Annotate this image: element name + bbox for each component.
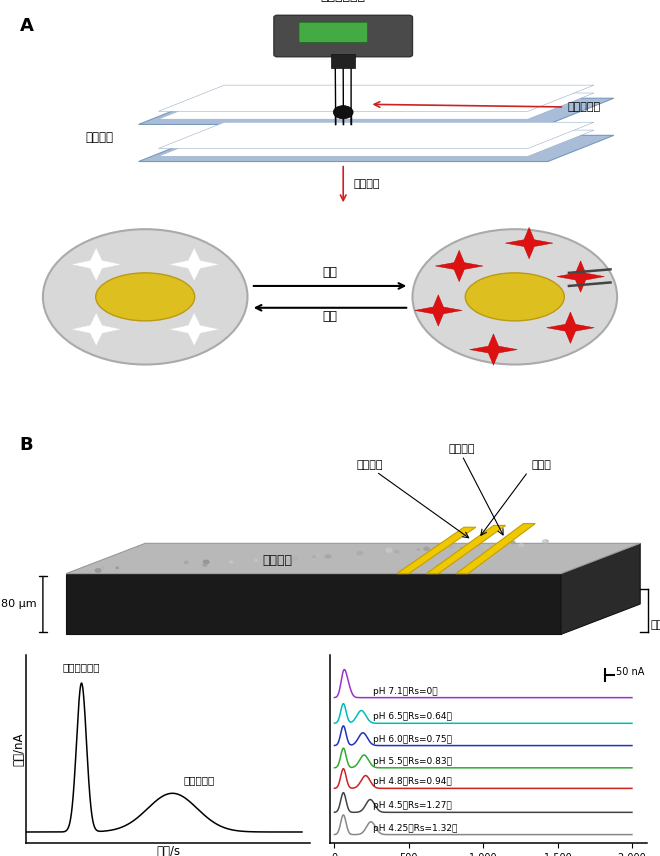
Circle shape: [184, 562, 188, 564]
Circle shape: [412, 229, 617, 365]
Circle shape: [294, 557, 298, 560]
Circle shape: [203, 564, 207, 566]
Text: 洗脱: 洗脱: [323, 310, 337, 323]
FancyBboxPatch shape: [299, 22, 368, 42]
Text: pH 4.25（Rs=1.32）: pH 4.25（Rs=1.32）: [373, 823, 457, 833]
Circle shape: [432, 548, 438, 551]
Text: pH 7.1（Rs=0）: pH 7.1（Rs=0）: [373, 687, 438, 696]
Circle shape: [511, 541, 515, 544]
Polygon shape: [71, 312, 121, 346]
Circle shape: [271, 561, 274, 562]
X-axis label: 时间/s: 时间/s: [156, 845, 180, 856]
Circle shape: [230, 562, 232, 563]
Circle shape: [502, 544, 506, 547]
Polygon shape: [506, 228, 553, 259]
Circle shape: [543, 539, 548, 543]
Circle shape: [395, 550, 399, 553]
Circle shape: [313, 556, 315, 557]
Circle shape: [325, 555, 331, 558]
Circle shape: [386, 549, 392, 552]
Circle shape: [333, 105, 353, 119]
Text: 疏水壁: 疏水壁: [650, 621, 660, 630]
Polygon shape: [158, 85, 594, 111]
Polygon shape: [557, 261, 605, 292]
Polygon shape: [71, 248, 121, 281]
Polygon shape: [169, 312, 219, 346]
Circle shape: [43, 229, 248, 365]
Text: 三电极体系: 三电极体系: [568, 102, 601, 112]
Circle shape: [116, 567, 119, 568]
Text: 对电极: 对电极: [531, 461, 551, 471]
Polygon shape: [158, 93, 594, 119]
Circle shape: [424, 547, 429, 550]
Circle shape: [509, 542, 513, 544]
Text: 样品通道: 样品通道: [85, 131, 113, 144]
Polygon shape: [139, 98, 614, 124]
FancyBboxPatch shape: [274, 15, 412, 56]
Polygon shape: [158, 122, 594, 148]
Text: 电化学工作站: 电化学工作站: [321, 0, 366, 3]
Circle shape: [416, 549, 420, 550]
Polygon shape: [66, 544, 640, 574]
Polygon shape: [470, 334, 517, 366]
Circle shape: [387, 550, 391, 552]
Text: pH 5.5（Rs=0.83）: pH 5.5（Rs=0.83）: [373, 757, 452, 766]
Text: pH 4.5（Rs=1.27）: pH 4.5（Rs=1.27）: [373, 801, 452, 811]
Circle shape: [389, 550, 391, 551]
Text: 对乙酰氨基酚: 对乙酰氨基酚: [63, 662, 100, 672]
Text: 180 μm: 180 μm: [0, 599, 36, 609]
Polygon shape: [397, 527, 476, 574]
Polygon shape: [158, 130, 594, 157]
Text: 对氨基苯酚: 对氨基苯酚: [183, 775, 214, 785]
Y-axis label: 电流/nA: 电流/nA: [12, 732, 25, 766]
Text: B: B: [20, 436, 34, 454]
Text: 参比电极: 参比电极: [356, 461, 383, 471]
Text: pH 6.0（Rs=0.75）: pH 6.0（Rs=0.75）: [373, 734, 452, 744]
Polygon shape: [436, 250, 483, 282]
Text: 工作电极: 工作电极: [449, 444, 475, 455]
Circle shape: [519, 544, 523, 546]
Polygon shape: [456, 524, 535, 574]
Polygon shape: [546, 312, 594, 343]
Circle shape: [448, 544, 453, 548]
Circle shape: [284, 556, 289, 559]
Circle shape: [428, 550, 432, 552]
Polygon shape: [414, 294, 462, 326]
Circle shape: [483, 546, 488, 549]
Text: pH 4.8（Rs=0.94）: pH 4.8（Rs=0.94）: [373, 777, 452, 787]
Circle shape: [477, 544, 480, 546]
Circle shape: [546, 540, 548, 542]
Ellipse shape: [96, 273, 195, 321]
Text: 反应区域: 反应区域: [353, 180, 380, 189]
Circle shape: [95, 568, 101, 573]
Circle shape: [461, 548, 463, 549]
Ellipse shape: [465, 273, 564, 321]
Circle shape: [469, 544, 473, 547]
Circle shape: [255, 559, 257, 562]
Text: A: A: [20, 17, 34, 35]
Polygon shape: [66, 574, 561, 634]
Circle shape: [203, 561, 209, 564]
Circle shape: [102, 567, 104, 568]
Text: 吸收: 吸收: [323, 266, 337, 279]
Circle shape: [467, 544, 471, 546]
Bar: [331, 54, 355, 68]
Polygon shape: [426, 526, 506, 574]
Circle shape: [357, 551, 362, 555]
Polygon shape: [139, 135, 614, 162]
Circle shape: [316, 555, 319, 556]
Polygon shape: [169, 248, 219, 281]
Polygon shape: [561, 544, 640, 634]
Text: pH 6.5（Rs=0.64）: pH 6.5（Rs=0.64）: [373, 712, 452, 722]
Text: 50 nA: 50 nA: [616, 667, 644, 677]
Text: 亲水通道: 亲水通道: [263, 555, 293, 568]
